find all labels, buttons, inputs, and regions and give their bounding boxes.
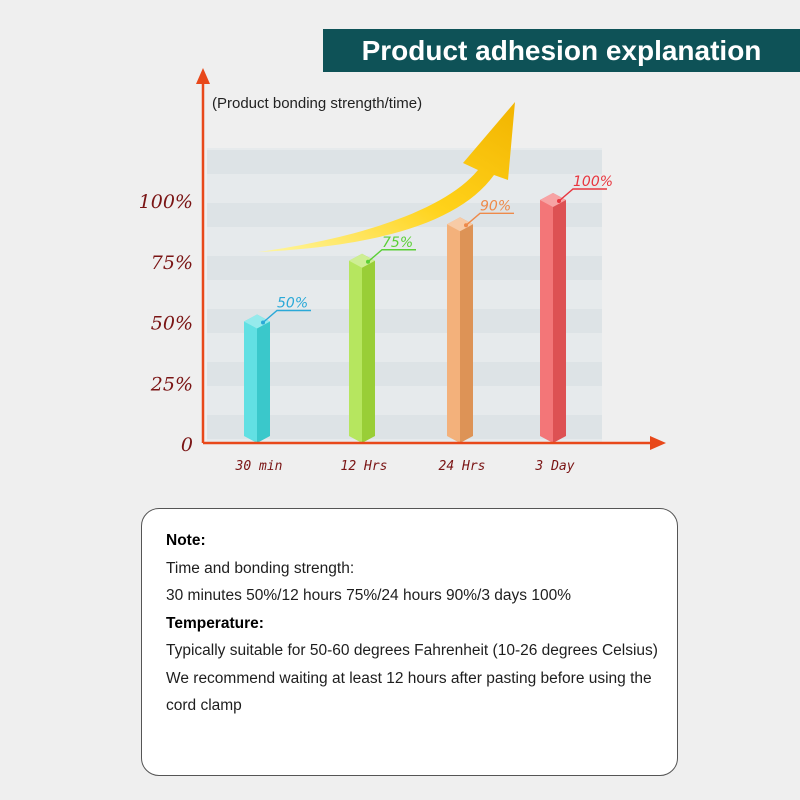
note-line-4: We recommend waiting at least 12 hours a… xyxy=(166,669,652,715)
bar-2-right-face xyxy=(362,253,375,443)
note-line-1: Time and bonding strength: xyxy=(166,559,355,577)
bar-3-right-face xyxy=(460,217,473,443)
bar-3-value-label: 90% xyxy=(480,198,511,214)
bar-3-label-leader xyxy=(465,212,514,226)
y-tick-label: 50% xyxy=(151,313,193,335)
bar-3-label-dot xyxy=(464,223,468,228)
note-line-2: 30 minutes 50%/12 hours 75%/24 hours 90%… xyxy=(166,587,571,604)
bar-1-left-face xyxy=(244,314,257,443)
bar-1-label-dot xyxy=(261,320,265,325)
x-tick-label: 3 Day xyxy=(534,459,574,474)
bar-4-label-dot xyxy=(557,199,561,203)
grid-stripe xyxy=(207,309,602,333)
bar-2-label-leader xyxy=(367,249,416,263)
plot-background xyxy=(207,148,602,443)
temperature-heading: Temperature: xyxy=(166,614,264,632)
note-heading: Note: xyxy=(166,532,206,549)
bar-4-top xyxy=(540,193,566,207)
bar-2-top xyxy=(349,253,375,268)
grid-stripe xyxy=(207,415,602,439)
y-axis-arrowhead xyxy=(196,68,210,84)
y-tick-label: 25% xyxy=(150,373,193,395)
x-axis-arrowhead xyxy=(650,436,666,450)
grid-stripe xyxy=(207,150,602,174)
y-tick-label: 0 xyxy=(181,434,193,456)
note-line-3: Typically suitable for 50-60 degrees Fah… xyxy=(166,642,658,659)
page-title: Product adhesion explanation xyxy=(323,29,800,72)
y-tick-label: 75% xyxy=(151,252,193,274)
bar-1-value-label: 50% xyxy=(277,296,308,312)
bar-4-value-label: 100% xyxy=(573,174,613,190)
grid-stripe xyxy=(207,256,602,280)
bar-4-right-face xyxy=(553,193,566,443)
bar-1-right-face xyxy=(257,314,270,443)
bar-1-top xyxy=(244,314,270,329)
bar-2-left-face xyxy=(349,253,362,443)
x-tick-label: 12 Hrs xyxy=(341,459,388,474)
bonding-strength-chart: 0 25% 50% 75% 100% 50% 30 min 75% 12 Hrs 90% 24 Hr… xyxy=(139,68,666,474)
note-box: Note: Time and bonding strength: 30 minu… xyxy=(141,508,678,776)
y-tick-label: 100% xyxy=(139,191,193,213)
grid-stripe xyxy=(207,362,602,386)
chart-subtitle: (Product bonding strength/time) xyxy=(212,95,422,112)
bar-1-label-leader xyxy=(262,309,311,324)
bar-3-top xyxy=(447,217,473,232)
bar-4-label-leader xyxy=(558,188,607,202)
x-tick-label: 30 min xyxy=(235,459,283,474)
bar-3-left-face xyxy=(447,217,460,443)
bar-4-left-face xyxy=(540,193,553,443)
x-tick-label: 24 Hrs xyxy=(439,459,486,474)
bar-2-value-label: 75% xyxy=(382,235,413,251)
bar-2-label-dot xyxy=(366,259,370,264)
